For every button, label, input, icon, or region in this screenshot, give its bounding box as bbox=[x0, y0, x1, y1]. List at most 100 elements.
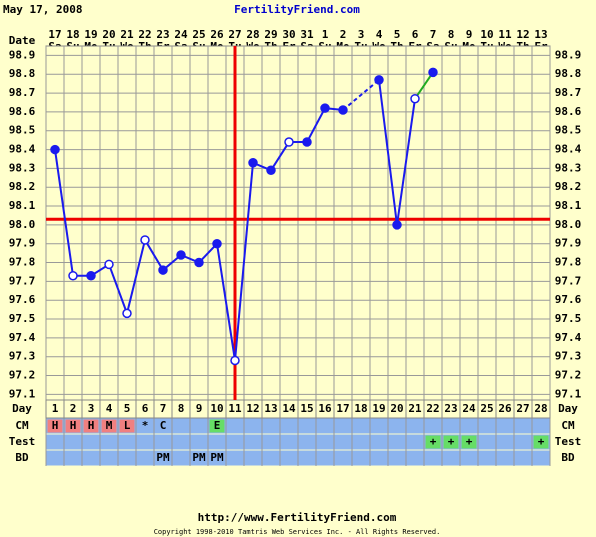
date-label: 19 bbox=[84, 28, 97, 41]
cm-cell bbox=[334, 418, 352, 434]
row-label-right: BD bbox=[561, 451, 575, 464]
temp-point bbox=[86, 270, 96, 281]
day-number: 6 bbox=[142, 402, 149, 415]
y-tick-label-right: 98.0 bbox=[555, 218, 582, 231]
date-label: 25 bbox=[192, 28, 205, 41]
cm-entry: L bbox=[124, 419, 131, 432]
cm-cell bbox=[190, 418, 208, 434]
test-cell bbox=[514, 434, 532, 450]
temp-line bbox=[234, 162, 254, 361]
temp-point bbox=[284, 137, 294, 147]
cm-cell bbox=[532, 418, 550, 434]
cm-cell bbox=[460, 418, 478, 434]
test-cell bbox=[532, 434, 550, 450]
row-label-right: CM bbox=[561, 419, 575, 432]
y-tick-label: 98.5 bbox=[9, 124, 36, 137]
bd-cell bbox=[442, 450, 460, 466]
day-cell bbox=[531, 399, 551, 419]
y-tick-label-right: 98.2 bbox=[555, 180, 582, 193]
test-cell bbox=[262, 434, 280, 450]
temp-point bbox=[320, 103, 330, 113]
day-number: 16 bbox=[318, 402, 332, 415]
y-tick-label: 98.8 bbox=[9, 67, 36, 80]
y-tick-label-right: 97.4 bbox=[555, 331, 582, 344]
date-label: 9 bbox=[466, 28, 473, 41]
cm-cell bbox=[298, 418, 316, 434]
cm-cell bbox=[406, 418, 424, 434]
cm-cell bbox=[172, 418, 190, 434]
y-tick-label-right: 97.6 bbox=[555, 293, 582, 306]
cm-cell bbox=[370, 418, 388, 434]
date-label: 28 bbox=[246, 28, 259, 41]
day-number: 15 bbox=[300, 402, 313, 415]
bd-cell bbox=[46, 450, 64, 466]
y-tick-label: 98.0 bbox=[9, 218, 36, 231]
y-tick-label: 98.4 bbox=[9, 143, 36, 156]
date-label: 5 bbox=[394, 28, 401, 41]
day-number: 3 bbox=[88, 402, 95, 415]
bd-cell bbox=[514, 450, 532, 466]
test-cell bbox=[316, 434, 334, 450]
bd-cell bbox=[64, 450, 82, 466]
day-number: 28 bbox=[534, 402, 547, 415]
copyright: Copyright 1998-2010 Tamtris Web Services… bbox=[154, 528, 441, 536]
test-cell bbox=[244, 434, 262, 450]
date-label: 8 bbox=[448, 28, 455, 41]
date-label: 30 bbox=[282, 28, 295, 41]
footer-url[interactable]: http://www.FertilityFriend.com bbox=[198, 511, 397, 524]
day-number: 8 bbox=[178, 402, 185, 415]
y-tick-label: 98.1 bbox=[9, 199, 36, 212]
test-cell bbox=[46, 434, 64, 450]
test-cell bbox=[82, 434, 100, 450]
day-number: 22 bbox=[426, 402, 439, 415]
row-label-right: Test bbox=[555, 435, 582, 448]
date-label: 23 bbox=[156, 28, 169, 41]
date-label: 2 bbox=[340, 28, 347, 41]
y-tick-label-right: 98.7 bbox=[555, 86, 582, 99]
cm-entry: * bbox=[142, 419, 149, 432]
test-cell bbox=[64, 434, 82, 450]
y-tick-label-right: 98.4 bbox=[555, 143, 582, 156]
bd-cell bbox=[154, 450, 172, 466]
bd-cell bbox=[82, 450, 100, 466]
test-cell bbox=[388, 434, 406, 450]
bd-cell bbox=[532, 450, 550, 466]
temp-point bbox=[428, 67, 438, 78]
row-label-right: Day bbox=[558, 402, 578, 415]
row-label: BD bbox=[15, 451, 29, 464]
y-tick-label-right: 98.3 bbox=[555, 161, 582, 174]
date-label: 4 bbox=[376, 28, 383, 41]
y-tick-label: 98.3 bbox=[9, 161, 36, 174]
y-tick-label-right: 97.9 bbox=[555, 237, 582, 250]
y-tick-label-right: 97.8 bbox=[555, 256, 582, 269]
bd-cell bbox=[298, 450, 316, 466]
date-label: 13 bbox=[534, 28, 547, 41]
day-number: 12 bbox=[246, 402, 259, 415]
row-label: CM bbox=[15, 419, 29, 432]
day-number: 5 bbox=[124, 402, 131, 415]
temp-point bbox=[158, 265, 168, 275]
test-cell bbox=[496, 434, 514, 450]
cm-cell bbox=[226, 418, 244, 434]
row-label: Day bbox=[12, 402, 32, 415]
bd-cell bbox=[334, 450, 352, 466]
y-tick-label-right: 98.5 bbox=[555, 124, 582, 137]
day-number: 9 bbox=[196, 402, 203, 415]
y-tick-label: 98.6 bbox=[9, 105, 36, 118]
site-title[interactable]: FertilityFriend.com bbox=[234, 3, 360, 16]
test-cell bbox=[136, 434, 154, 450]
cm-entry: E bbox=[214, 419, 221, 432]
temp-point bbox=[302, 137, 312, 147]
test-cell bbox=[298, 434, 316, 450]
day-number: 26 bbox=[498, 402, 512, 415]
temp-point bbox=[140, 235, 150, 245]
y-tick-label: 97.7 bbox=[9, 274, 36, 287]
bd-entry: PM bbox=[192, 451, 206, 464]
y-tick-label-right: 97.3 bbox=[555, 350, 582, 363]
bd-cell bbox=[226, 450, 244, 466]
day-number: 23 bbox=[444, 402, 457, 415]
date-label: 17 bbox=[48, 28, 61, 41]
bd-cell bbox=[208, 450, 226, 466]
test-cell bbox=[334, 434, 352, 450]
